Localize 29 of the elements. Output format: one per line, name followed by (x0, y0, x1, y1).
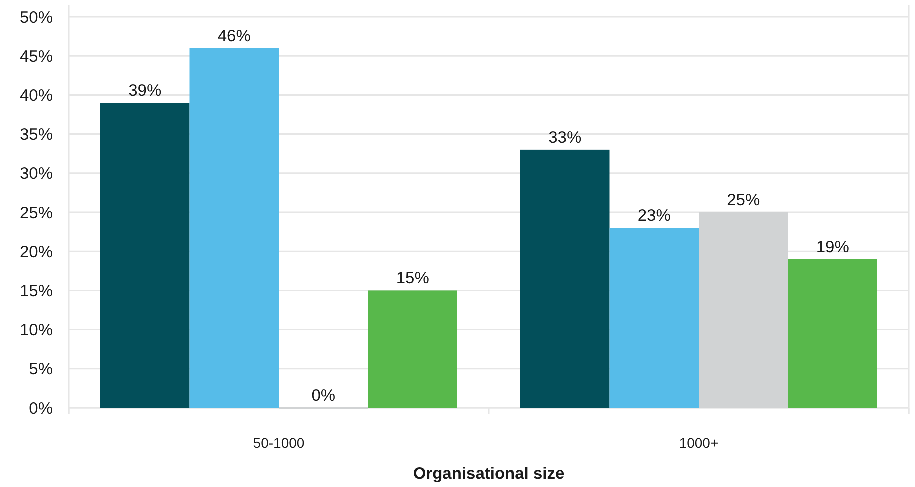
y-tick-label: 40% (20, 86, 54, 105)
y-tick-label: 20% (20, 243, 54, 262)
data-label: 0% (312, 387, 336, 405)
data-label: 25% (727, 192, 760, 210)
y-tick-label: 10% (20, 322, 54, 340)
y-tick-label: 30% (20, 165, 54, 184)
x-tick-label: 1000+ (679, 435, 719, 451)
bar (699, 212, 788, 408)
bar (190, 48, 279, 408)
x-axis-title: Organisational size (413, 465, 565, 483)
y-tick-label: 35% (20, 126, 54, 144)
y-tick-label: 45% (20, 48, 54, 66)
y-tick-label: 50% (20, 8, 54, 27)
bar (520, 150, 610, 408)
y-tick-label: 0% (29, 400, 54, 418)
x-tick-label: 50-1000 (253, 435, 305, 451)
data-label: 46% (218, 27, 252, 46)
y-tick-label: 5% (29, 360, 54, 379)
data-label: 15% (396, 270, 430, 288)
data-label: 23% (638, 207, 672, 226)
bar (100, 103, 190, 408)
data-label: 33% (548, 128, 582, 147)
y-tick-label: 25% (20, 204, 54, 222)
bar (368, 290, 458, 408)
bar (788, 259, 878, 408)
data-label: 19% (816, 238, 850, 256)
y-tick-label: 15% (20, 282, 54, 300)
data-label: 39% (128, 82, 162, 100)
bar (610, 228, 699, 408)
